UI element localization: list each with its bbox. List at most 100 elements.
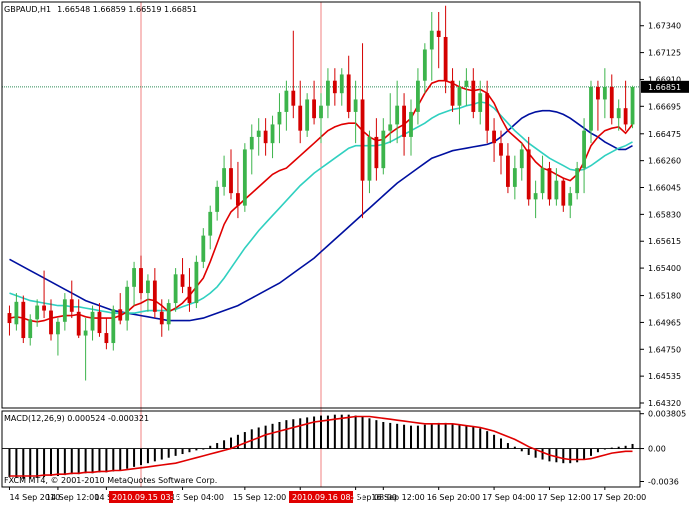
time-tick-label: 17 Sep 20:00 (593, 493, 646, 502)
highlight-time-1-box (109, 491, 173, 503)
time-tick-label: 16 Sep 20:00 (427, 493, 480, 502)
time-tick-label: 17 Sep 04:00 (482, 493, 535, 502)
highlight-time-1-label: 2010.09.15 03:00 (112, 493, 183, 502)
macd-tick-label: 0.00 (648, 445, 666, 454)
candle-body (478, 93, 483, 112)
macd-bar (243, 432, 246, 449)
macd-bar (506, 443, 509, 449)
macd-bar (486, 431, 489, 449)
price-tick-label: 1.64965 (648, 318, 681, 327)
candle-body (14, 301, 19, 325)
time-tick-label: 15 Sep 04:00 (171, 493, 224, 502)
macd-bar (181, 448, 184, 455)
macd-bar (29, 448, 32, 479)
macd-bar (105, 448, 108, 473)
candle-body (256, 130, 261, 137)
macd-bar (140, 448, 142, 466)
watermark: FXCM MT4, © 2001-2010 MetaQuotes Softwar… (4, 476, 217, 485)
macd-bar (347, 414, 350, 449)
macd-bar (202, 448, 205, 450)
candle-body (540, 168, 545, 194)
macd-signal-line (9, 415, 633, 477)
candle-body (596, 86, 600, 100)
macd-bar (278, 421, 281, 449)
candle-body (208, 211, 213, 236)
macd-bar (313, 416, 316, 449)
macd-bar (160, 448, 163, 460)
candle-body (609, 86, 614, 119)
candle-body (284, 90, 289, 112)
candle-body (159, 311, 164, 325)
macd-bar (22, 448, 25, 479)
candle-body (561, 180, 566, 206)
candle-body (346, 74, 351, 112)
price-pane[interactable] (2, 2, 640, 487)
candle-body (519, 149, 524, 169)
candle-body (409, 111, 413, 137)
symbol-timeframe: GBPAUD,H1 (4, 5, 51, 14)
candle-body (229, 168, 233, 194)
macd-bar (91, 448, 94, 474)
macd-bar (617, 446, 620, 449)
candle-body (125, 286, 130, 321)
macd-bar (631, 443, 634, 449)
macd-bar (576, 448, 579, 463)
price-pane-border (1, 1, 641, 409)
candle-body (132, 268, 136, 287)
candle-body (152, 280, 157, 312)
candle-body (630, 86, 635, 125)
macd-bar (562, 448, 565, 464)
candle-body (62, 299, 67, 322)
candle-body (222, 168, 226, 187)
candle-body (146, 280, 150, 294)
candle-body (471, 80, 476, 112)
macd-bar (119, 448, 122, 471)
macd-bar (70, 448, 73, 475)
macd-bar (368, 418, 371, 449)
candle-body (381, 130, 386, 169)
macd-bar (8, 448, 11, 477)
macd-bar (375, 420, 378, 449)
price-tick-label: 1.64535 (648, 372, 681, 381)
current-price-badge (641, 80, 689, 93)
macd-bar (167, 448, 170, 458)
macd-bar (416, 425, 419, 449)
candle-body (602, 86, 607, 100)
macd-bar (174, 448, 177, 456)
current-price-label: 1.66851 (648, 83, 681, 92)
macd-bar (50, 448, 52, 477)
candle-body (360, 99, 365, 181)
macd-bar (250, 429, 253, 449)
macd-pane[interactable] (2, 414, 640, 479)
candle-body (353, 99, 358, 112)
candle-body (319, 105, 323, 119)
macd-bar (382, 421, 385, 449)
time-tick-label: 14 Sep 12:00 (46, 493, 99, 502)
macd-bar (569, 448, 572, 464)
macd-bar (430, 423, 433, 449)
candle-body (35, 305, 40, 320)
candle-body (270, 124, 275, 144)
macd-bar (603, 448, 606, 450)
candle-body (526, 149, 531, 200)
time-tick-label: 14 Sep 2010 (9, 493, 60, 502)
candle-body (194, 261, 199, 304)
macd-tick-label: 0.003805 (648, 410, 686, 419)
macd-bar (264, 425, 267, 449)
macd-bar (15, 448, 18, 478)
candle-body (589, 86, 593, 131)
macd-bar (36, 448, 39, 478)
candle-body (90, 311, 95, 331)
candle-body (623, 108, 628, 125)
candle-body (575, 168, 580, 194)
macd-bar (320, 415, 322, 449)
candle-body (616, 108, 621, 119)
candle-body (201, 235, 206, 262)
candle-body (312, 99, 316, 119)
candle-body (485, 93, 490, 131)
macd-bar (299, 418, 302, 449)
macd-bar (112, 448, 115, 472)
macd-bar (465, 425, 468, 449)
macd-bar (195, 448, 198, 451)
